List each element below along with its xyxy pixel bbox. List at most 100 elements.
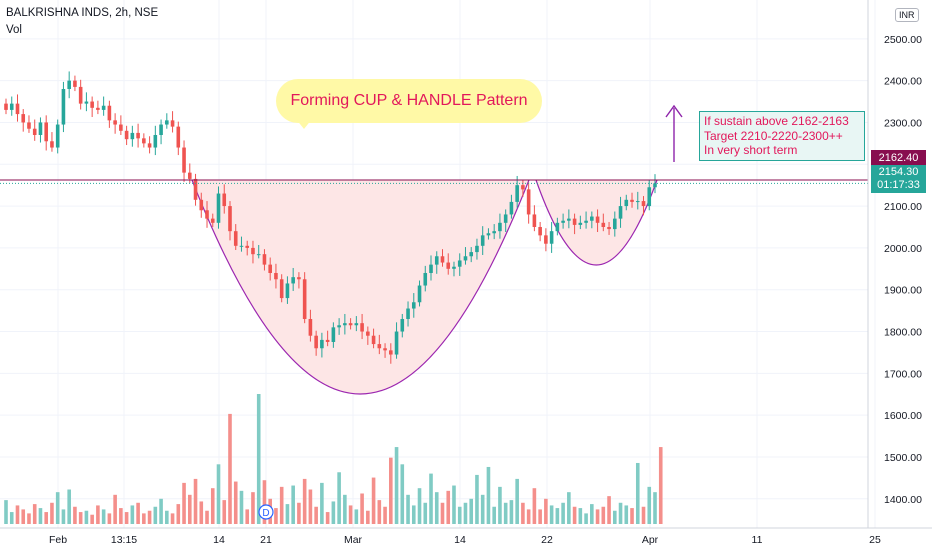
volume-bar (107, 513, 112, 524)
volume-bar (348, 505, 353, 524)
volume-bar (205, 510, 209, 524)
candle-body (268, 264, 272, 273)
candle-body (187, 172, 192, 179)
candle-body (590, 216, 594, 221)
volume-bar (101, 509, 106, 524)
candle-body (429, 264, 433, 273)
candle-body (251, 247, 255, 255)
candle-body (641, 201, 646, 207)
candle-body (38, 122, 43, 135)
candle-body (27, 122, 31, 129)
candle-body (572, 218, 577, 225)
volume-bar (452, 485, 456, 524)
volume-bar (96, 505, 100, 524)
volume-bar (492, 506, 496, 524)
candle-body (521, 185, 525, 190)
symbol-title[interactable]: BALKRISHNA INDS, 2h, NSE (6, 7, 159, 19)
volume-bar (572, 506, 577, 524)
candle-body (612, 218, 617, 230)
volume-bar (262, 480, 267, 524)
volume-label[interactable]: Vol (6, 24, 22, 36)
candle-body (492, 231, 496, 234)
volume-bar (532, 488, 537, 524)
volume-bar (73, 506, 77, 524)
candle-body (526, 189, 531, 215)
volume-bar (641, 506, 646, 524)
volume-bar (429, 473, 433, 524)
candle-body (509, 201, 514, 215)
candle-body (555, 222, 560, 232)
candle-body (532, 214, 537, 227)
volume-bar (27, 513, 31, 524)
volume-bar (371, 477, 376, 524)
volume-bar (480, 494, 485, 524)
candle-body (170, 120, 175, 127)
candle-body (337, 325, 341, 328)
pattern-callout: Forming CUP & HANDLE Pattern (276, 79, 542, 123)
candle-body (360, 323, 364, 332)
volume-bar (561, 502, 565, 524)
candle-body (205, 210, 209, 219)
volume-bar (475, 474, 479, 524)
volume-bar (21, 509, 26, 524)
volume-bar (199, 501, 204, 524)
candle-body (136, 132, 140, 139)
x-tick-label: 25 (869, 534, 881, 546)
candle-body (21, 114, 26, 123)
candle-body (389, 350, 393, 355)
candle-body (567, 218, 571, 221)
currency-badge[interactable]: INR (895, 8, 919, 22)
candle-body (469, 252, 474, 257)
symbol-header: BALKRISHNA INDS, 2h, NSE Vol (6, 5, 158, 39)
volume-bar (538, 509, 542, 524)
y-tick-label: 1400.00 (884, 494, 922, 506)
volume-bar (44, 512, 49, 524)
candle-body (411, 302, 416, 309)
volume-bar (549, 505, 554, 524)
volume-bar (320, 482, 324, 524)
volume-bar (124, 512, 129, 524)
volume-bar (389, 457, 393, 524)
volume-bar (567, 492, 571, 524)
volume-bar (251, 492, 255, 524)
volume-bar (216, 464, 221, 524)
volume-bar (50, 502, 54, 524)
y-tick-label: 2300.00 (884, 117, 922, 129)
volume-bar (67, 489, 71, 524)
candle-body (15, 103, 20, 115)
target-note: If sustain above 2162-2163 Target 2210-2… (699, 111, 865, 161)
x-tick-label: 22 (541, 534, 553, 546)
candle-body (285, 283, 290, 299)
candle-body (624, 199, 629, 207)
candle-body (377, 344, 382, 349)
volume-bar (343, 494, 347, 524)
candle-body (107, 105, 112, 121)
target-arrow-head (665, 104, 683, 118)
volume-bar (394, 447, 399, 524)
volume-bar (228, 413, 232, 524)
volume-bar (647, 486, 652, 524)
y-tick-label: 1500.00 (884, 452, 922, 464)
candle-body (96, 107, 100, 110)
candle-body (78, 86, 83, 104)
candle-body (503, 214, 508, 223)
candle-body (434, 256, 439, 265)
candle-body (498, 222, 502, 232)
y-tick-label: 1600.00 (884, 410, 922, 422)
volume-bar (590, 504, 594, 524)
cup-fill (192, 179, 529, 394)
volume-bar (331, 501, 336, 524)
volume-bar (32, 504, 37, 524)
volume-bar (544, 498, 548, 524)
candle-body (262, 254, 267, 265)
candle-body (440, 256, 445, 263)
volume-bar (279, 486, 284, 524)
volume-bar (61, 509, 66, 524)
candle-body (383, 348, 387, 351)
bar-countdown: 01:17:33 (877, 179, 920, 191)
volume-bar (366, 510, 370, 524)
volume-bar (84, 510, 89, 524)
x-tick-label: 11 (752, 534, 763, 546)
